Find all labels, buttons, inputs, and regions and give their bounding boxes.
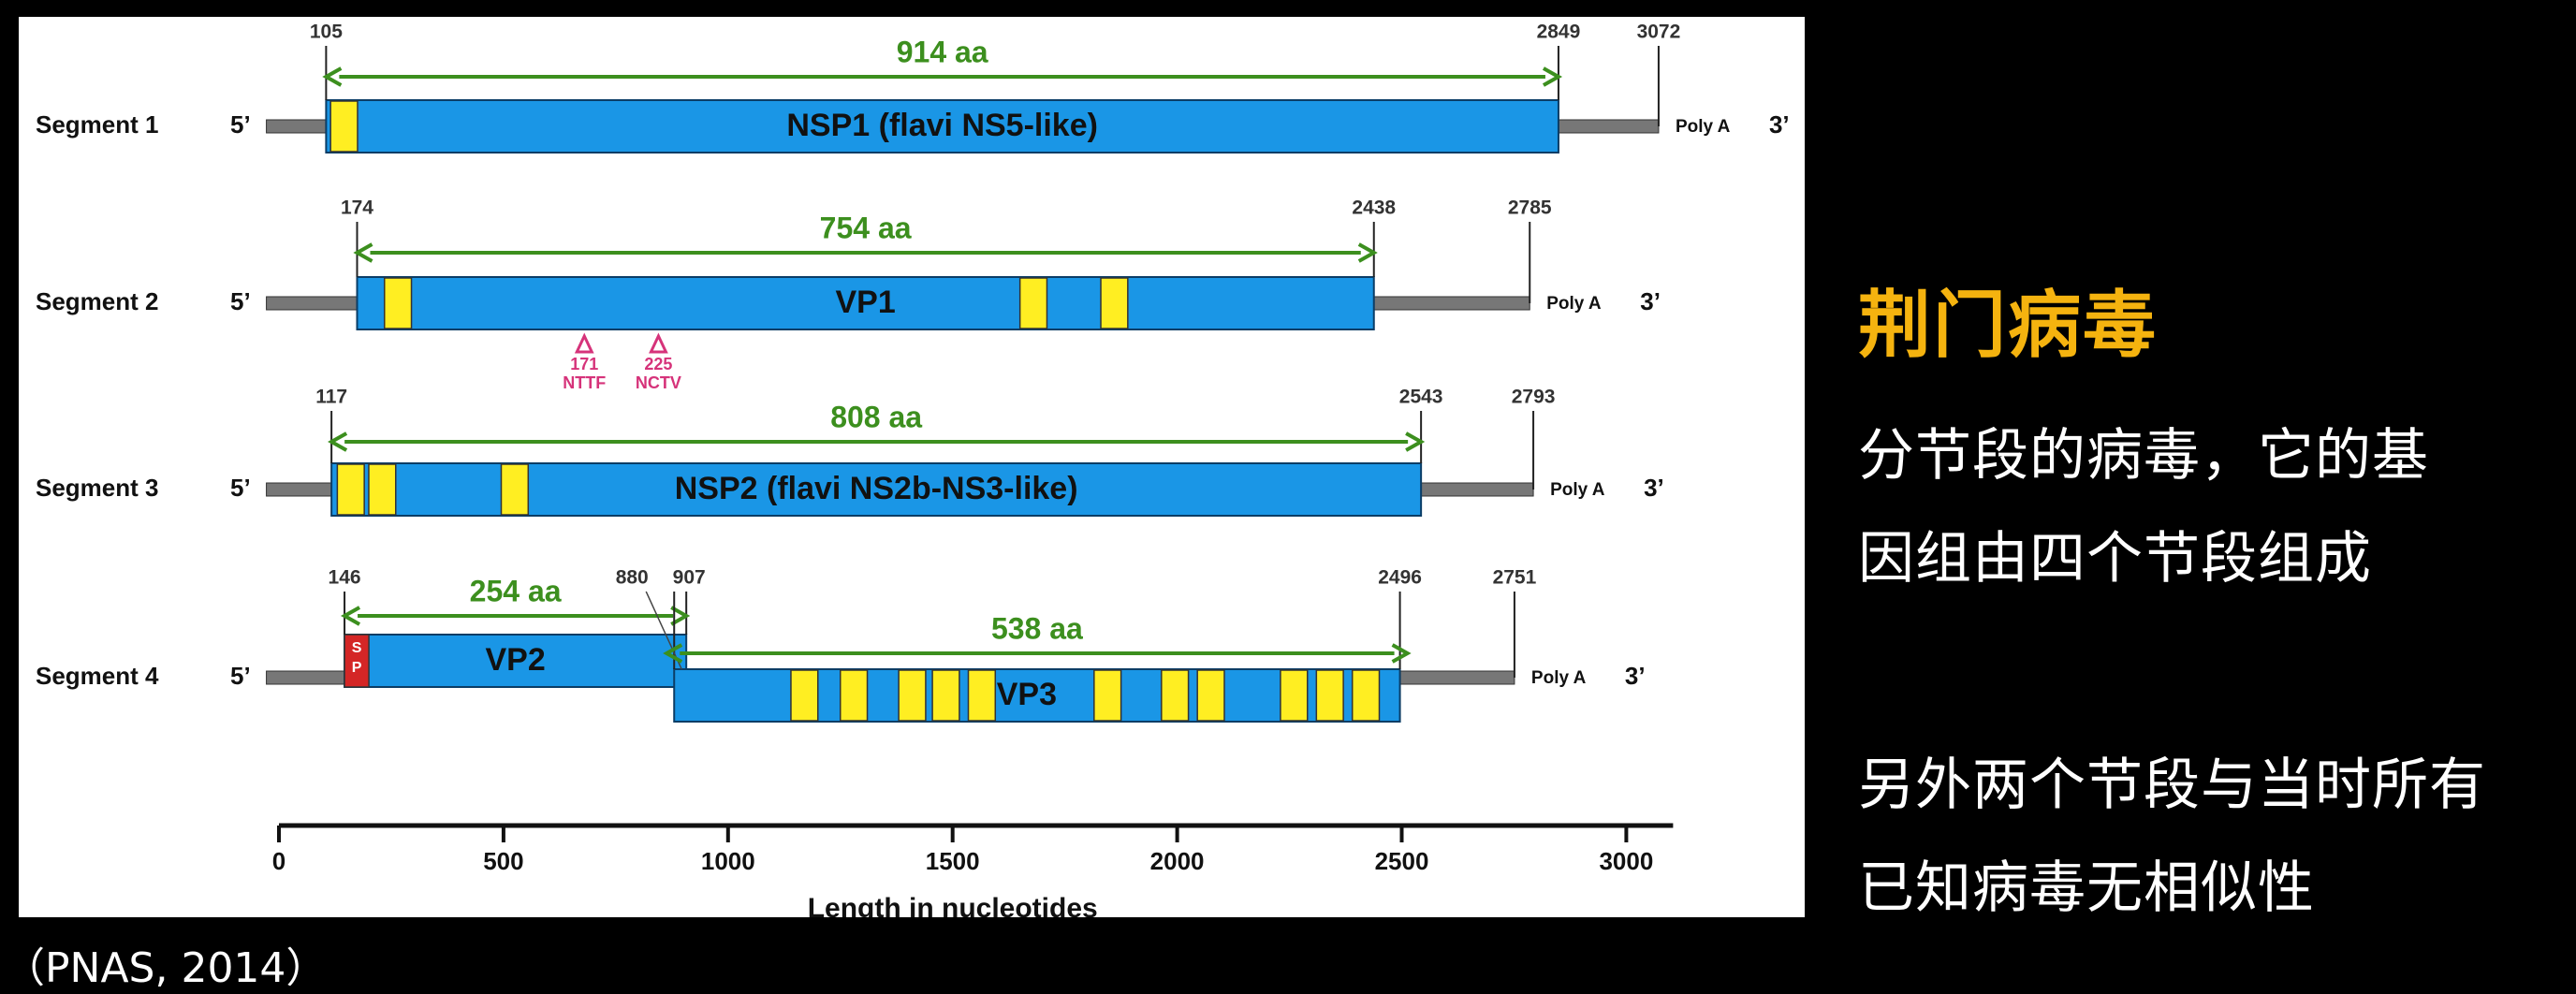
segment-4-orf-2-motif-6	[1093, 669, 1122, 722]
segment-4-orf-2-motif-8	[1196, 669, 1225, 722]
segment-4-orf-1-start-label: 146	[329, 567, 361, 589]
segment-3-orf-1-start-label: 117	[315, 387, 347, 408]
virus-title: 荆门病毒	[1858, 284, 2159, 368]
segment-1-orf-1-name: NSP1 (flavi NS5-like)	[786, 108, 1098, 143]
segment-3-label: Segment 3	[36, 474, 159, 502]
axis-tick-label-500: 500	[483, 847, 523, 875]
segment-4-orf-2-name: VP3	[997, 677, 1057, 712]
axis-tick-label-3000: 3000	[1599, 847, 1653, 875]
segment-1-five-prime: 5’	[230, 110, 251, 139]
segment-4-orf-2-aa-arrow-head-left	[663, 643, 683, 664]
segment-4-orf-1-signal-peptide-label-p: P	[352, 660, 362, 676]
segment-4-orf-1-aa-label: 254 aa	[470, 574, 562, 607]
segment-4-orf-1-aa-arrow-head-left	[340, 606, 361, 626]
genome-figure: Segment 1 5’ 3072 Poly A 3’ NSP1 (flavi NS5-l…	[19, 17, 1805, 917]
segment-3-orf-1-aa-arrow-head-right	[1405, 431, 1426, 452]
segment-1-orf-1-motif-1	[329, 100, 359, 153]
segment-4-orf-1-aa-arrow-head-right	[670, 606, 691, 626]
segment-4-length-label: 2751	[1493, 567, 1537, 589]
segment-4-orf-2-aa-arrow-head-right	[1391, 643, 1412, 664]
segment-4-orf-2-motif-10	[1315, 669, 1344, 722]
segment-1-orf-1-aa-label: 914 aa	[897, 35, 988, 68]
segment-4-orf-1-signal-peptide-label-s: S	[352, 640, 362, 656]
description-line-1: 分节段的病毒，它的基	[1858, 423, 2429, 489]
segment-2-poly-a: Poly A	[1546, 294, 1602, 314]
segment-4-poly-a: Poly A	[1531, 668, 1587, 688]
segment-4-orf-2-motif-1	[790, 669, 819, 722]
segment-4-orf-2-motif-3	[898, 669, 927, 722]
segment-2-site-2-marker	[649, 332, 668, 354]
segment-4-three-prime: 3’	[1625, 662, 1646, 690]
description-line-2: 因组由四个节段组成	[1858, 526, 2372, 592]
segment-2-orf-1-aa-arrow-head-left	[353, 242, 373, 263]
axis-tick-label-2500: 2500	[1375, 847, 1429, 875]
segment-2-five-prime: 5’	[230, 287, 251, 315]
segment-1-three-prime: 3’	[1769, 110, 1790, 139]
citation: （PNAS, 2014）	[4, 944, 328, 992]
segment-2-site-1-position: 171	[570, 355, 598, 373]
segment-2-site-1-motif: NTTF	[563, 373, 606, 392]
note-line-2: 已知病毒无相似性	[1858, 855, 2315, 921]
segment-2-orf-1-end-label: 2438	[1352, 197, 1396, 219]
segment-1-orf-1-aa-arrow-head-right	[1542, 66, 1563, 87]
segment-4-orf-2-motif-4	[931, 669, 960, 722]
segment-2-site-2-motif: NCTV	[636, 373, 681, 392]
segment-1-orf-1-aa-arrow-head-left	[322, 66, 343, 87]
segment-3-orf-1-motif-1	[336, 463, 365, 516]
segment-4-orf-1-name: VP2	[485, 642, 545, 678]
segment-2-orf-1-start-label: 174	[341, 197, 373, 219]
segment-3-orf-1-end-label: 2543	[1399, 387, 1443, 408]
segment-4-orf-2-end-label: 2496	[1378, 567, 1422, 589]
axis-tick-label-0: 0	[272, 847, 285, 875]
segment-1-length-label: 3072	[1637, 22, 1681, 43]
segment-4-orf-2-motif-11	[1351, 669, 1381, 722]
segment-3-orf-1-aa-arrow-head-left	[328, 431, 348, 452]
segment-4-orf-1-signal-peptide	[344, 634, 370, 688]
note-line-1: 另外两个节段与当时所有	[1858, 753, 2486, 818]
segment-2-orf-1-name: VP1	[835, 285, 895, 320]
segment-4-five-prime: 5’	[230, 662, 251, 690]
segment-4-orf-1-end-label: 907	[673, 567, 706, 589]
segment-4-orf-2-start-label: 880	[616, 567, 649, 589]
segment-4-orf-2-motif-2	[840, 669, 869, 722]
segment-1-poly-a: Poly A	[1676, 117, 1731, 137]
genome-diagram: Segment 1 5’ 3072 Poly A 3’ NSP1 (flavi NS5-l…	[36, 22, 1790, 917]
segment-2-length-label: 2785	[1508, 197, 1552, 219]
segment-3-five-prime: 5’	[230, 474, 251, 502]
segment-3-orf-1-aa-label: 808 aa	[830, 400, 922, 433]
segment-3-poly-a: Poly A	[1550, 480, 1605, 500]
segment-1-orf-1-end-label: 2849	[1537, 22, 1581, 43]
segment-2-orf-1-motif-2	[1018, 277, 1048, 329]
axis-tick-label-2000: 2000	[1150, 847, 1205, 875]
axis-tick-label-1500: 1500	[926, 847, 980, 875]
segment-2-orf-1-box	[356, 276, 1375, 330]
segment-2-orf-1-aa-arrow-head-right	[1357, 242, 1378, 263]
segment-3-orf-1-name: NSP2 (flavi NS2b-NS3-like)	[675, 471, 1078, 506]
segment-1-orf-1-start-label: 105	[310, 22, 343, 43]
segment-1-orf-1-box	[325, 99, 1559, 153]
segment-1-label: Segment 1	[36, 110, 159, 139]
segment-2-three-prime: 3’	[1640, 287, 1661, 315]
axis-label: Length in nucleotides	[808, 893, 1098, 917]
segment-3-three-prime: 3’	[1644, 474, 1664, 502]
segment-3-length-label: 2793	[1512, 387, 1556, 408]
segment-2-site-1-marker	[574, 332, 594, 354]
segment-4-orf-2-motif-7	[1161, 669, 1190, 722]
segment-4-orf-2-aa-label: 538 aa	[991, 611, 1083, 645]
segment-4-orf-2-motif-9	[1280, 669, 1309, 722]
segment-4-orf-2-motif-5	[967, 669, 997, 722]
segment-3-orf-1-motif-3	[500, 463, 530, 516]
segment-4-label: Segment 4	[36, 662, 159, 690]
segment-2-orf-1-motif-3	[1100, 277, 1129, 329]
segment-2-label: Segment 2	[36, 287, 159, 315]
segment-2-orf-1-aa-label: 754 aa	[820, 211, 912, 244]
segment-2-site-2-position: 225	[644, 355, 672, 373]
axis-tick-label-1000: 1000	[701, 847, 755, 875]
segment-2-orf-1-motif-1	[384, 277, 413, 329]
segment-3-orf-1-motif-2	[368, 463, 397, 516]
